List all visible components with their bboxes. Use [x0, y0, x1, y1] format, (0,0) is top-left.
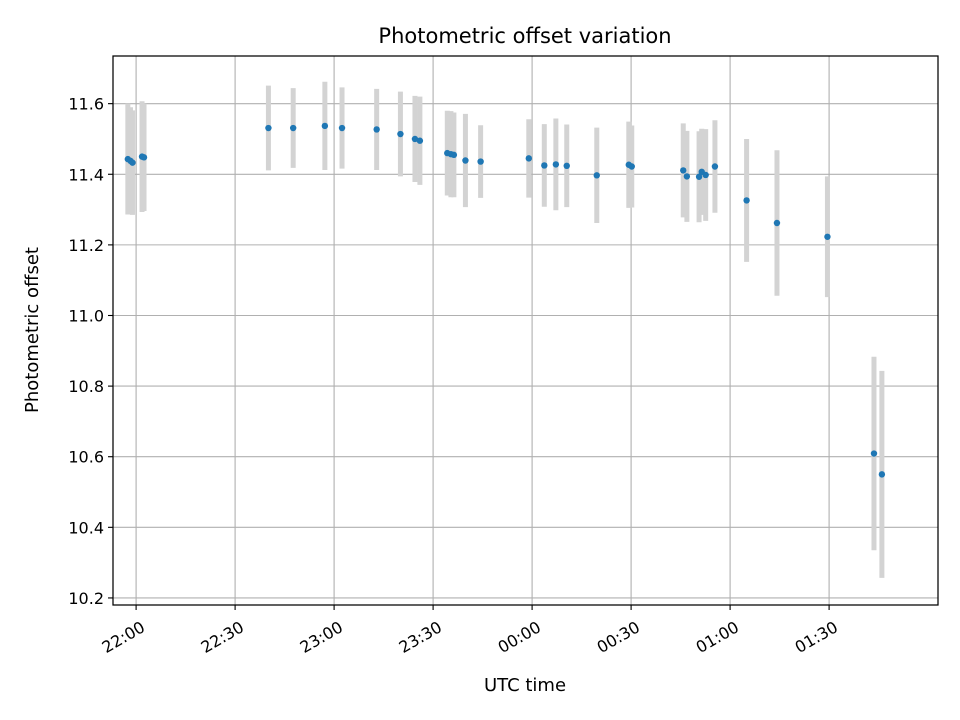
data-point [338, 124, 346, 132]
data-point [824, 233, 831, 240]
data-point [743, 197, 750, 204]
data-point [450, 151, 458, 159]
data-points [124, 122, 886, 478]
data-point [373, 126, 380, 133]
data-point [525, 155, 532, 162]
data-point [477, 158, 484, 165]
data-point [140, 154, 148, 161]
data-point [628, 163, 635, 170]
data-point [265, 124, 272, 132]
data-point [695, 173, 703, 180]
data-point [680, 167, 687, 174]
data-point [878, 471, 886, 478]
data-point [683, 173, 691, 180]
x-axis-title: UTC time [484, 675, 566, 696]
data-point [552, 161, 560, 168]
grid [113, 56, 938, 605]
data-point [462, 157, 469, 164]
data-point [541, 162, 548, 169]
y-tick-label: 10.4 [68, 518, 104, 537]
y-tick-label: 11.2 [68, 236, 104, 255]
y-tick-label: 11.0 [68, 306, 104, 325]
data-point [563, 162, 570, 169]
data-point [773, 219, 781, 227]
y-tick-label: 11.6 [68, 95, 104, 114]
plot-frame [112, 55, 939, 606]
y-tick-label: 10.2 [68, 589, 104, 608]
data-point [711, 163, 719, 170]
data-point [416, 137, 424, 144]
chart-title: Photometric offset variation [378, 24, 671, 48]
data-point [289, 124, 297, 132]
y-axis-ticks: 10.2 10.4 10.6 10.8 11.0 11.2 11.4 11.6 [68, 95, 113, 608]
data-point [411, 135, 419, 143]
data-point [397, 130, 404, 138]
data-point [321, 122, 329, 130]
y-tick-label: 10.6 [68, 448, 104, 467]
data-point [129, 159, 136, 166]
y-tick-label: 10.8 [68, 377, 104, 396]
y-tick-label: 11.4 [68, 165, 104, 184]
y-axis-title: Photometric offset [22, 247, 43, 413]
data-point [870, 450, 878, 457]
data-point [593, 172, 600, 179]
data-point [702, 171, 709, 179]
